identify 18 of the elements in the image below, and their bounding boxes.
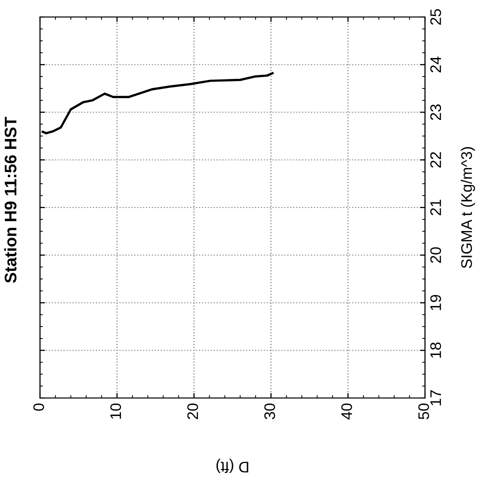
text: Station H9 11:56 HST: [4, 116, 16, 283]
y2-tick-label: 25: [430, 9, 442, 25]
y2-tick-label: 20: [430, 247, 442, 263]
y2-tick-label: 21: [430, 200, 441, 216]
x-tick-label: 50: [418, 403, 430, 420]
x-axis-title: D (ft): [216, 458, 248, 473]
y2-tick-label: 17: [430, 390, 441, 406]
y2-tick-label: 24: [430, 56, 441, 72]
x-tick-label: 20: [187, 403, 198, 420]
y2-tick-label: 19: [430, 294, 442, 310]
x-tick-label: 10: [110, 403, 122, 419]
x-tick-label: 40: [341, 403, 352, 420]
y2-tick-label: 22: [430, 152, 441, 168]
y2-axis-title: SIGMA t (Kg/m^3): [460, 147, 476, 268]
x-tick-label: 0: [33, 403, 44, 411]
y2-tick-label: 23: [430, 104, 442, 120]
y2-tick-label: 18: [430, 342, 442, 358]
x-tick-label: 30: [264, 403, 276, 420]
